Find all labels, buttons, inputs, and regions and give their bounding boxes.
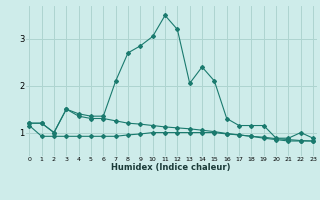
X-axis label: Humidex (Indice chaleur): Humidex (Indice chaleur) xyxy=(111,163,231,172)
